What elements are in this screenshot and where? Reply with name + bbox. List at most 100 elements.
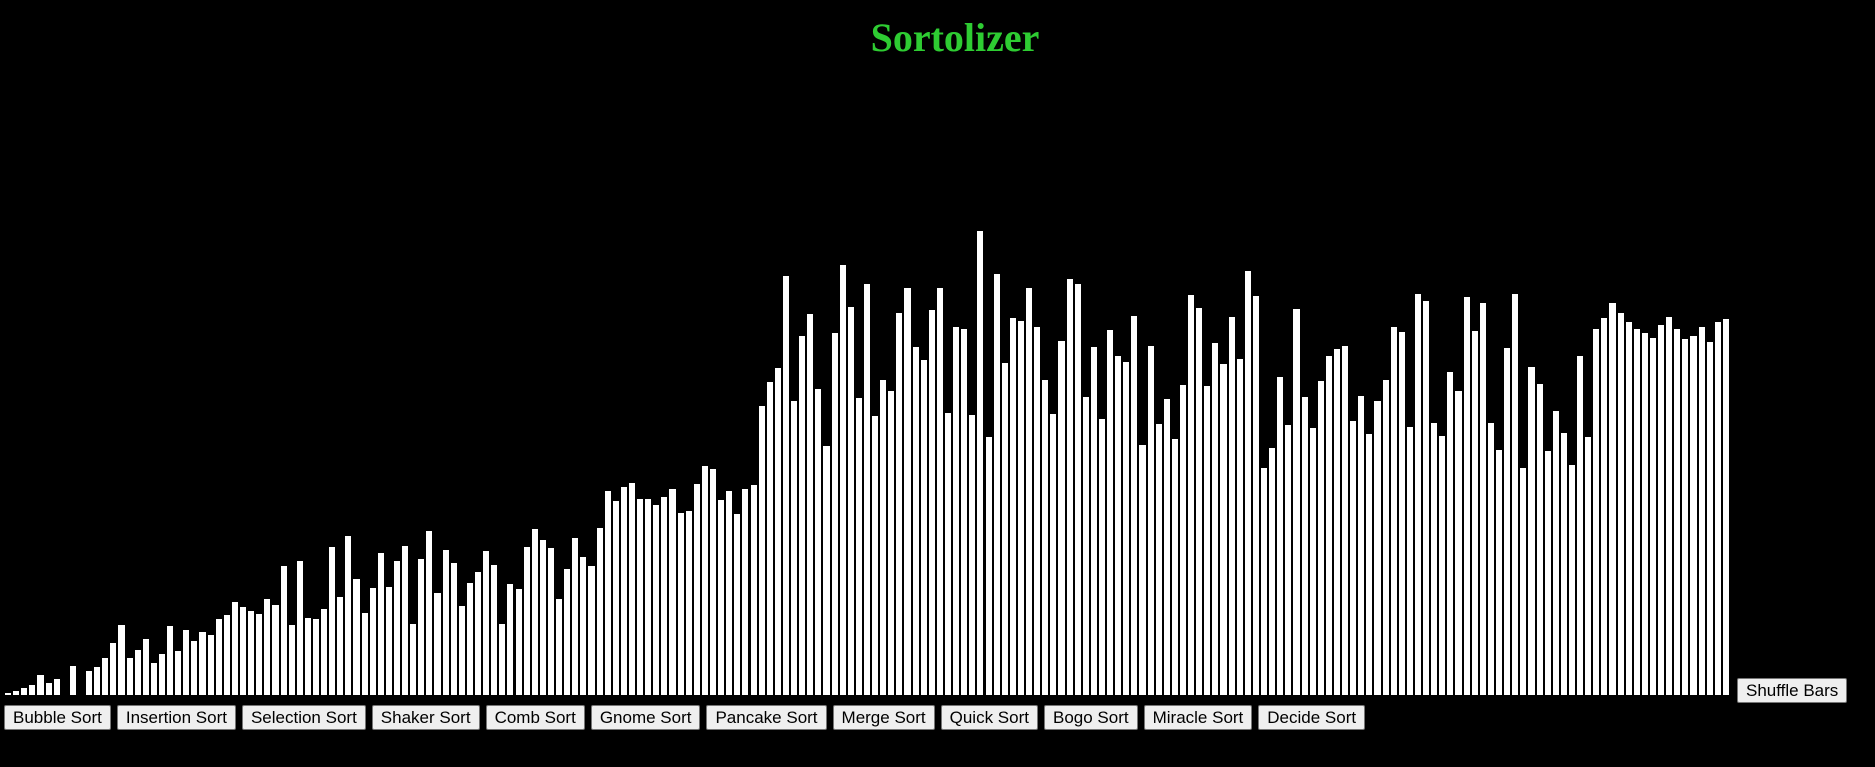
bar (239, 606, 248, 696)
bar (1454, 390, 1463, 696)
bar (1268, 447, 1277, 696)
bar (1138, 444, 1147, 696)
bar (960, 328, 969, 696)
bar (943, 412, 953, 696)
insertion-sort-button[interactable]: Insertion Sort (116, 705, 236, 730)
selection-sort-button[interactable]: Selection Sort (241, 705, 366, 730)
bar (125, 657, 134, 696)
gnome-sort-button[interactable]: Gnome Sort (590, 705, 701, 730)
bar (68, 665, 77, 696)
bar (1276, 376, 1285, 696)
bar (514, 588, 523, 696)
bar (984, 436, 993, 696)
bar (700, 465, 709, 696)
bar (166, 625, 175, 696)
bar (1097, 418, 1107, 696)
bar (1162, 398, 1171, 696)
bar (571, 537, 580, 696)
bar (1462, 296, 1471, 696)
bar (1519, 467, 1528, 696)
bar (1365, 433, 1374, 696)
bar (1000, 362, 1009, 696)
bar (644, 498, 653, 696)
bar (133, 649, 142, 696)
bar (1073, 283, 1082, 696)
bar (482, 550, 491, 696)
decide-sort-button[interactable]: Decide Sort (1258, 705, 1366, 730)
bar (1648, 337, 1658, 696)
bar (1397, 331, 1406, 696)
bar (1624, 321, 1633, 696)
bar (311, 618, 320, 696)
bar (1130, 315, 1139, 696)
shaker-sort-button[interactable]: Shaker Sort (371, 705, 480, 730)
bar (1503, 347, 1512, 696)
bar (733, 513, 742, 696)
bar (1219, 363, 1228, 696)
bar (1154, 423, 1163, 696)
bar (1721, 318, 1730, 696)
bar (1608, 302, 1617, 696)
bar (157, 653, 167, 696)
bar (862, 283, 872, 696)
bar (1689, 335, 1698, 696)
bar (1033, 326, 1042, 696)
bar (457, 605, 466, 696)
bar (1057, 340, 1066, 696)
bar (320, 608, 329, 696)
bar (757, 405, 766, 696)
bar (1349, 420, 1358, 696)
bar (1511, 293, 1520, 696)
bar (652, 504, 661, 696)
bar (781, 275, 790, 696)
bar (603, 490, 612, 696)
bogo-sort-button[interactable]: Bogo Sort (1043, 705, 1138, 730)
bar (538, 539, 547, 696)
bar (903, 287, 912, 696)
bar (935, 287, 944, 696)
bar (627, 482, 637, 696)
quick-sort-button[interactable]: Quick Sort (940, 705, 1038, 730)
bar (1478, 302, 1487, 696)
bar (12, 690, 21, 696)
bar (879, 379, 888, 696)
shuffle-bars-button[interactable]: Shuffle Bars (1737, 678, 1848, 703)
pancake-sort-button[interactable]: Pancake Sort (706, 705, 827, 730)
merge-sort-button[interactable]: Merge Sort (832, 705, 935, 730)
comb-sort-button[interactable]: Comb Sort (485, 705, 585, 730)
bar (619, 486, 628, 696)
bar (263, 598, 272, 696)
bar (1543, 450, 1552, 696)
bar (360, 612, 369, 696)
bar (968, 414, 977, 696)
bar (692, 483, 701, 696)
bar (1195, 307, 1204, 696)
bar (741, 488, 750, 696)
bar (28, 684, 37, 696)
bar (992, 273, 1001, 696)
bar (749, 484, 758, 696)
bar (1405, 426, 1414, 696)
bar (676, 512, 685, 696)
bar (214, 618, 223, 696)
bar (247, 610, 256, 696)
bar (1681, 338, 1690, 696)
bar (190, 640, 199, 696)
bar (303, 617, 312, 696)
bar (417, 558, 426, 696)
bar (790, 400, 799, 696)
bar (401, 545, 410, 696)
bar (595, 527, 604, 696)
bar (1422, 300, 1431, 696)
bar (1292, 308, 1301, 696)
bar (1106, 329, 1115, 696)
bar (117, 624, 126, 696)
miracle-sort-button[interactable]: Miracle Sort (1143, 705, 1253, 730)
bubble-sort-button[interactable]: Bubble Sort (4, 705, 111, 730)
bar (798, 335, 807, 696)
bar (1016, 320, 1025, 696)
bar (271, 604, 280, 696)
bar (1527, 366, 1536, 696)
bar (1114, 355, 1123, 696)
